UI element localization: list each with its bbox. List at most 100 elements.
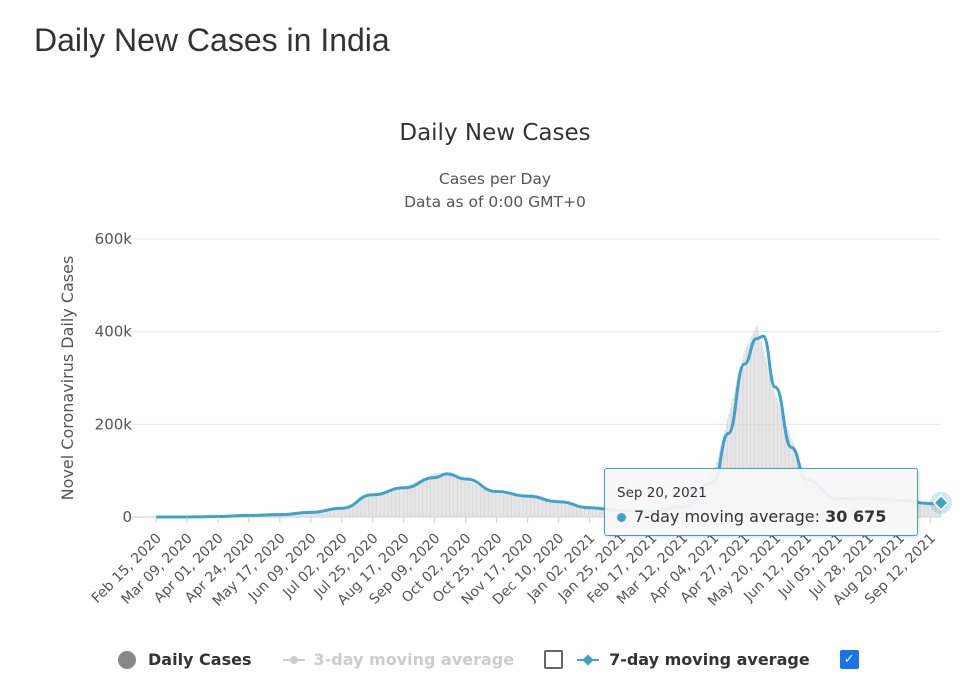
daily-case-bar [570,504,572,517]
daily-case-bar [423,478,425,517]
daily-case-bar [353,503,355,517]
legend-item-7-day[interactable]: 7-day moving average [577,650,810,669]
daily-case-bar [392,489,394,517]
checkbox-3-day[interactable] [544,650,564,669]
tooltip: Sep 20, 2021 7-day moving average: 30 67… [604,468,918,536]
hover-marker [930,491,952,514]
daily-case-bar [774,392,776,517]
daily-case-bar [762,346,764,517]
daily-case-bar [531,496,533,517]
daily-case-bar [303,512,305,517]
daily-case-bar [343,506,345,517]
daily-case-bar [598,508,600,517]
daily-case-bar [350,504,352,517]
daily-case-bar [389,490,391,517]
daily-case-bar [316,511,318,517]
daily-case-bar [448,474,450,517]
daily-case-bar [729,408,731,517]
daily-case-bar [750,338,751,517]
daily-case-bar [767,366,769,517]
daily-case-bar [297,513,299,517]
daily-case-bar [733,392,735,517]
legend-item-3-day[interactable]: 3-day moving average [283,650,514,669]
daily-case-bar [544,500,546,517]
daily-case-bar [320,510,322,517]
daily-case-bar [596,508,598,517]
daily-case-bar [517,495,519,517]
daily-case-bar [498,494,500,517]
legend-item-daily-cases[interactable]: Daily Cases [118,650,251,669]
daily-case-bar [378,493,380,517]
daily-case-bar [382,492,384,517]
chart-subtitle-cases: Cases per Day [438,170,552,188]
y-tick-label: 0 [122,508,132,526]
daily-case-bar [538,498,540,517]
daily-case-bar [372,495,373,517]
daily-case-bar [301,513,303,517]
daily-case-bar [937,503,939,517]
daily-case-bar [390,490,392,517]
daily-case-bar [340,507,342,517]
daily-case-bar [921,502,923,517]
daily-case-bar [755,327,757,517]
daily-case-bar [493,492,495,517]
daily-case-bar [585,507,587,517]
daily-case-bar [339,508,341,517]
daily-case-bar [925,503,927,517]
daily-case-bar [424,477,426,517]
daily-case-bar [349,504,351,517]
diamond-marker-icon [577,653,600,666]
daily-case-bar [489,490,491,517]
series-dot-icon [617,513,626,522]
daily-case-bar [454,476,456,517]
daily-case-bar [308,512,310,517]
checkbox-7-day[interactable]: ✓ [839,650,859,669]
daily-case-bar [309,512,311,517]
daily-case-bar [397,488,399,517]
daily-case-bar [376,493,378,517]
y-tick-label: 400k [95,323,133,341]
daily-case-bar [334,508,336,517]
daily-case-bar [589,507,591,517]
daily-case-bar [377,493,379,517]
legend-label-daily-cases: Daily Cases [148,650,252,669]
daily-case-bar [772,387,774,517]
daily-case-bar [752,333,754,517]
daily-case-bar [459,478,461,517]
daily-case-bar [462,478,464,517]
daily-case-bar [404,486,406,517]
daily-case-bar [347,505,349,517]
daily-case-bar [416,481,418,517]
daily-case-bar [759,336,761,517]
daily-case-bar [740,365,742,517]
daily-case-bar [480,486,481,517]
daily-case-bar [431,474,433,517]
daily-case-bar [525,496,527,517]
daily-case-bar [567,504,569,517]
daily-case-bar [523,495,525,517]
daily-case-bar [781,411,783,517]
daily-case-bar [409,484,411,517]
daily-case-bar [326,510,328,517]
daily-case-bar [561,503,562,517]
chart-subtitle-date: Data as of 0:00 GMT+0 [404,193,586,211]
daily-case-bar [739,370,741,517]
daily-case-bar [401,487,403,517]
daily-case-bar [535,497,537,517]
daily-case-bar [482,487,484,517]
daily-case-bar [933,503,935,517]
daily-case-bar [324,510,326,517]
daily-case-bar [415,481,417,517]
daily-case-bar [511,494,513,517]
daily-case-bar [436,473,438,517]
daily-case-bar [542,499,544,517]
daily-case-bar [512,495,514,517]
y-tick-label: 600k [95,230,133,248]
daily-case-bar [486,489,488,517]
daily-case-bar [384,491,386,517]
daily-case-bar [447,474,449,517]
daily-case-bar [579,506,581,517]
daily-case-bar [590,507,592,517]
chart-legend: Daily Cases 3-day moving average 7-day m… [118,650,859,669]
